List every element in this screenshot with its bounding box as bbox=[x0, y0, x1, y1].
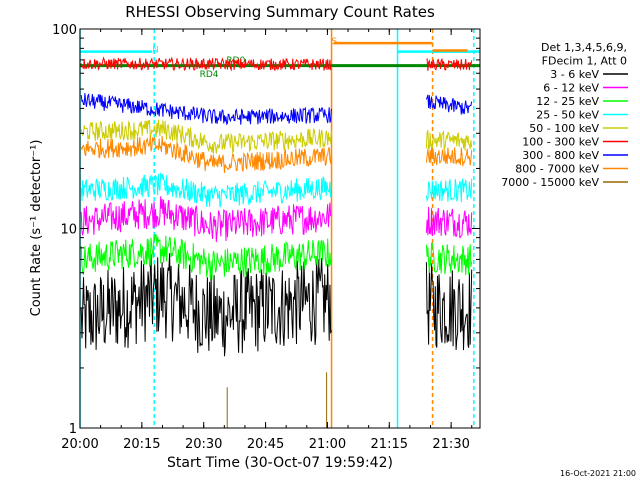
series-line bbox=[80, 253, 473, 357]
x-axis-label: Start Time (30-Oct-07 19:59:42) bbox=[167, 455, 393, 471]
legend-header: FDecim 1, Att 0 bbox=[542, 55, 627, 68]
legend-label: 50 - 100 keV bbox=[529, 122, 599, 135]
y-tick-label: 100 bbox=[52, 23, 77, 38]
legend-label: 25 - 50 keV bbox=[536, 109, 599, 122]
series-line bbox=[80, 56, 473, 72]
x-tick-label: 20:15 bbox=[123, 437, 160, 452]
legend-label: 300 - 800 keV bbox=[522, 149, 599, 162]
legend-label: 800 - 7000 keV bbox=[515, 163, 599, 176]
series-line bbox=[80, 196, 473, 243]
annotation-label: S bbox=[332, 37, 338, 47]
legend-label: 3 - 6 keV bbox=[550, 68, 599, 81]
chart-title: RHESSI Observing Summary Count Rates bbox=[125, 3, 435, 21]
series-line bbox=[80, 93, 473, 126]
y-axis-label: Count Rate (s⁻¹ detector⁻¹) bbox=[29, 140, 44, 317]
annotation-label: N bbox=[152, 45, 159, 55]
series-line bbox=[80, 135, 473, 174]
x-tick-label: 21:15 bbox=[371, 437, 408, 452]
y-tick-label: 10 bbox=[60, 223, 77, 238]
legend-header: Det 1,3,4,5,6,9, bbox=[541, 41, 627, 54]
series-line bbox=[80, 119, 473, 155]
legend-label: 7000 - 15000 keV bbox=[501, 176, 599, 189]
series-line bbox=[80, 172, 473, 208]
x-tick-label: 21:00 bbox=[309, 437, 346, 452]
legend-label: 6 - 12 keV bbox=[543, 82, 599, 95]
series-line bbox=[80, 233, 473, 281]
legend-label: 100 - 300 keV bbox=[522, 136, 599, 149]
footer-timestamp: 16-Oct-2021 21:00 bbox=[560, 469, 636, 478]
x-tick-label: 20:00 bbox=[61, 437, 98, 452]
annotation-label: RD4 bbox=[200, 70, 219, 80]
y-tick-label: 1 bbox=[69, 422, 77, 437]
series-line bbox=[226, 372, 328, 428]
legend-label: 12 - 25 keV bbox=[536, 95, 599, 108]
x-tick-label: 21:30 bbox=[432, 437, 469, 452]
x-tick-label: 20:30 bbox=[185, 437, 222, 452]
x-tick-label: 20:45 bbox=[247, 437, 284, 452]
